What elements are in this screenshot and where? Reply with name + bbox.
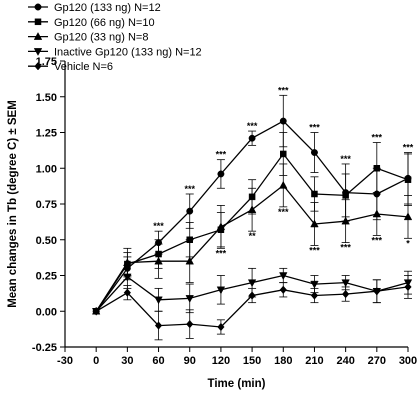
data-point-series-3 bbox=[247, 205, 257, 213]
data-point-series-3 bbox=[154, 256, 163, 265]
series-markers bbox=[91, 117, 413, 332]
data-point-series-2 bbox=[155, 250, 162, 258]
data-point-series-3 bbox=[185, 256, 194, 265]
data-point-series-4 bbox=[310, 280, 319, 289]
x-axis-label: Time (min) bbox=[208, 378, 266, 390]
y-tick-label: -0.25 bbox=[32, 342, 57, 354]
significance-marker: *** bbox=[278, 207, 289, 217]
legend-marker bbox=[33, 48, 43, 56]
data-point-series-2 bbox=[373, 165, 381, 172]
legend: Gp120 (133 ng) N=12 Gp120 (66 ng) N=10 Gp1… bbox=[28, 2, 202, 73]
legend-marker bbox=[34, 3, 42, 11]
significance-marker: *** bbox=[340, 154, 351, 164]
data-point-series-5 bbox=[154, 321, 163, 330]
data-point-series-5 bbox=[404, 282, 412, 292]
data-point-series-1 bbox=[217, 170, 225, 178]
axes: -0.25 0.00 0.25 0.50 0.75 1.00 1.25 1.50 1.75 -30… bbox=[32, 56, 417, 367]
x-tick-label: 270 bbox=[368, 355, 386, 367]
data-point-series-1 bbox=[279, 117, 287, 125]
data-point-series-5 bbox=[248, 291, 256, 300]
data-point-series-3 bbox=[279, 180, 288, 189]
data-point-series-4 bbox=[185, 295, 194, 303]
x-tick-label: 0 bbox=[93, 355, 99, 367]
data-point-series-2 bbox=[280, 150, 287, 158]
data-point-series-5 bbox=[373, 287, 381, 296]
y-tick-label: 1.75 bbox=[36, 56, 57, 68]
legend-label: Gp120 (133 ng) N=12 bbox=[54, 2, 161, 14]
significance-marker: *** bbox=[216, 150, 227, 160]
data-point-series-5 bbox=[310, 291, 319, 300]
data-point-series-3 bbox=[123, 258, 132, 266]
data-point-series-1 bbox=[311, 149, 318, 156]
significance-marker: *** bbox=[216, 248, 227, 258]
data-point-series-4 bbox=[341, 279, 350, 288]
legend-marker bbox=[34, 62, 42, 71]
data-point-series-5 bbox=[92, 307, 100, 316]
significance-marker: *** bbox=[309, 245, 320, 255]
data-point-series-2 bbox=[186, 236, 193, 243]
y-tick-label: 1.00 bbox=[36, 163, 57, 175]
data-point-series-3 bbox=[341, 216, 350, 225]
data-point-series-5 bbox=[186, 319, 194, 329]
x-tick-label: 30 bbox=[121, 355, 133, 367]
x-tick-label: 150 bbox=[243, 355, 261, 367]
x-tick-label: -30 bbox=[57, 355, 73, 367]
significance-marker: *** bbox=[278, 85, 289, 95]
data-point-series-2 bbox=[311, 190, 318, 198]
significance-marker: *** bbox=[184, 184, 195, 194]
data-point-series-3 bbox=[403, 212, 413, 221]
data-point-series-5 bbox=[279, 285, 287, 294]
data-point-series-1 bbox=[373, 190, 381, 198]
significance-marker: ** bbox=[249, 231, 257, 241]
data-point-series-5 bbox=[123, 288, 131, 297]
significance-marker: *** bbox=[309, 123, 320, 133]
legend-marker bbox=[33, 32, 43, 40]
significance-marker: *** bbox=[340, 243, 351, 253]
y-tick-label: 1.25 bbox=[36, 128, 57, 140]
x-tick-label: 300 bbox=[399, 355, 417, 367]
data-point-series-1 bbox=[186, 207, 194, 215]
data-point-series-5 bbox=[342, 289, 350, 299]
y-tick-label: 0.50 bbox=[36, 235, 57, 247]
legend-label: Gp120 (33 ng) N=8 bbox=[54, 32, 148, 44]
significance-marker: * bbox=[406, 238, 410, 248]
y-tick-label: 0.75 bbox=[36, 199, 57, 211]
significance-marker: *** bbox=[372, 133, 383, 143]
significance-marker: *** bbox=[247, 121, 258, 131]
significance-marker: *** bbox=[372, 235, 383, 245]
y-tick-label: 1.50 bbox=[36, 92, 57, 104]
x-tick-label: 60 bbox=[152, 355, 164, 367]
data-point-series-2 bbox=[248, 193, 256, 201]
data-point-series-4 bbox=[154, 296, 163, 305]
data-point-series-4 bbox=[279, 272, 288, 281]
data-point-series-4 bbox=[216, 286, 226, 295]
significance-annotations: ************************************** **… bbox=[153, 85, 413, 258]
legend-label: Vehicle N=6 bbox=[54, 61, 113, 73]
legend-marker bbox=[34, 18, 42, 26]
data-point-series-1 bbox=[155, 239, 162, 247]
y-tick-label: 0.25 bbox=[36, 271, 57, 283]
x-tick-label: 90 bbox=[184, 355, 196, 367]
significance-marker: *** bbox=[153, 221, 164, 231]
data-point-series-1 bbox=[248, 134, 256, 142]
data-point-series-4 bbox=[247, 279, 257, 288]
data-point-series-3 bbox=[310, 219, 319, 228]
legend-label: Gp120 (66 ng) N=10 bbox=[54, 17, 155, 29]
x-tick-label: 210 bbox=[305, 355, 323, 367]
x-tick-label: 240 bbox=[336, 355, 354, 367]
y-tick-label: 0.00 bbox=[36, 306, 57, 318]
x-tick-label: 120 bbox=[212, 355, 230, 367]
data-point-series-5 bbox=[217, 322, 225, 332]
y-axis-label: Mean changes in Tb (degree C) ± SEM bbox=[7, 100, 19, 308]
error-bars bbox=[123, 94, 412, 341]
data-point-series-2 bbox=[342, 192, 349, 199]
data-point-series-4 bbox=[123, 273, 132, 282]
significance-marker: *** bbox=[403, 143, 414, 153]
data-point-series-3 bbox=[372, 209, 382, 218]
data-point-series-3 bbox=[216, 222, 226, 231]
data-point-series-2 bbox=[404, 176, 412, 183]
legend-label: Inactive Gp120 (133 ng) N=12 bbox=[54, 46, 202, 58]
x-tick-label: 180 bbox=[274, 355, 292, 367]
